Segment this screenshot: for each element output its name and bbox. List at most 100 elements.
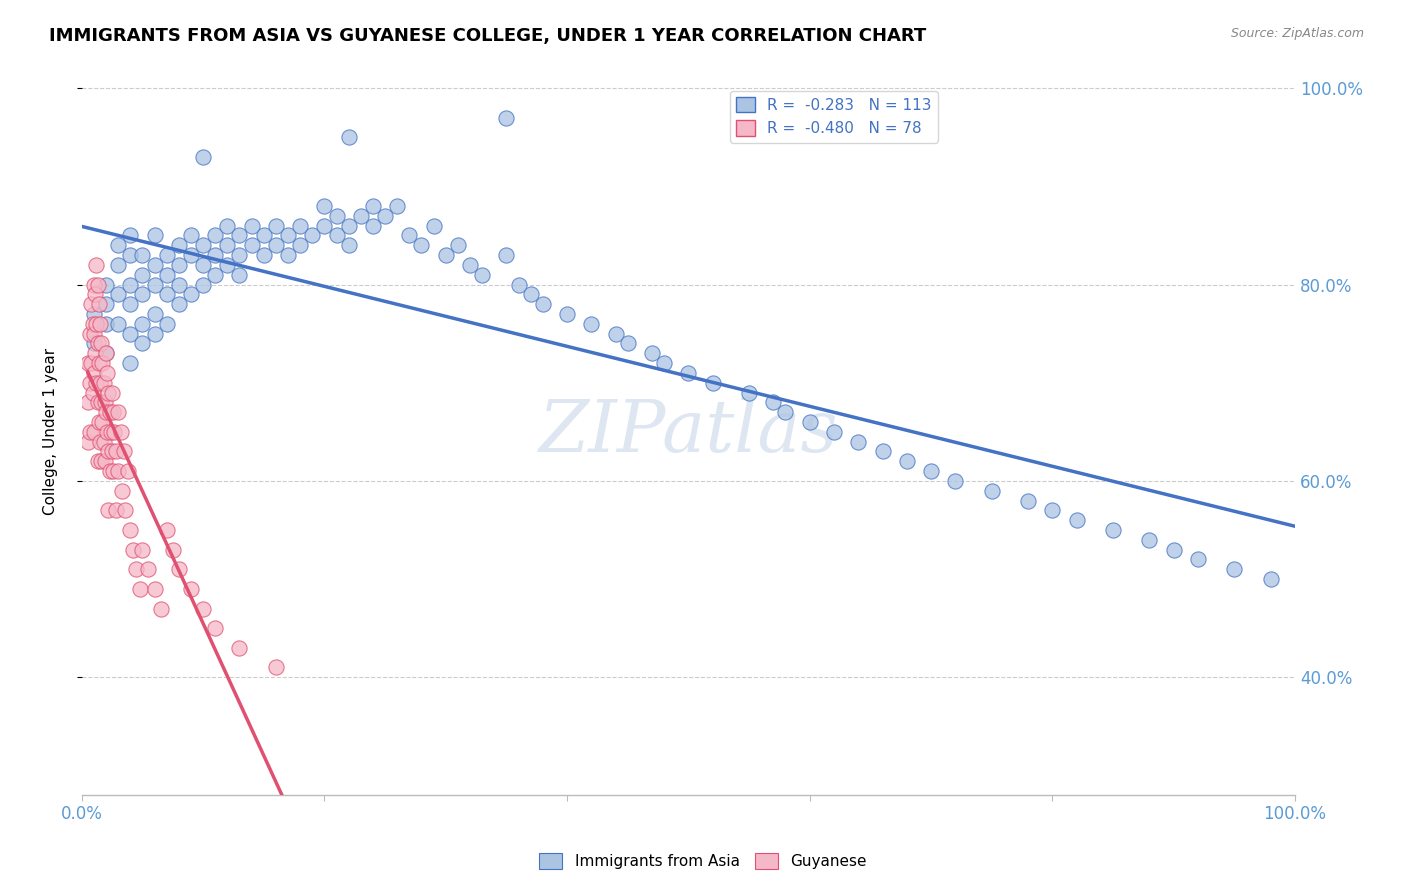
Point	[111, 483, 134, 498]
Legend: R =  -0.283   N = 113, R =  -0.480   N = 78: R = -0.283 N = 113, R = -0.480 N = 78	[730, 91, 938, 143]
Point	[131, 317, 153, 331]
Legend: Immigrants from Asia, Guyanese: Immigrants from Asia, Guyanese	[533, 847, 873, 875]
Point	[920, 464, 942, 478]
Point	[103, 405, 125, 419]
Point	[156, 287, 179, 301]
Point	[264, 660, 287, 674]
Point	[112, 444, 135, 458]
Point	[314, 219, 336, 233]
Point	[107, 464, 129, 478]
Point	[84, 258, 107, 272]
Point	[79, 425, 101, 439]
Point	[605, 326, 627, 341]
Point	[228, 248, 250, 262]
Point	[131, 287, 153, 301]
Point	[180, 287, 202, 301]
Point	[94, 454, 117, 468]
Point	[76, 356, 98, 370]
Point	[143, 307, 166, 321]
Point	[228, 268, 250, 282]
Point	[253, 248, 276, 262]
Point	[84, 376, 107, 390]
Point	[1260, 572, 1282, 586]
Point	[775, 405, 797, 419]
Point	[1187, 552, 1209, 566]
Point	[156, 523, 179, 537]
Point	[100, 425, 122, 439]
Point	[76, 395, 98, 409]
Text: Source: ZipAtlas.com: Source: ZipAtlas.com	[1230, 27, 1364, 40]
Point	[180, 228, 202, 243]
Point	[337, 130, 360, 145]
Point	[103, 464, 125, 478]
Point	[980, 483, 1002, 498]
Point	[84, 287, 107, 301]
Point	[94, 317, 117, 331]
Point	[799, 415, 821, 429]
Point	[1040, 503, 1063, 517]
Point	[131, 268, 153, 282]
Point	[94, 277, 117, 292]
Point	[228, 228, 250, 243]
Point	[94, 346, 117, 360]
Point	[738, 385, 761, 400]
Point	[228, 640, 250, 655]
Point	[131, 248, 153, 262]
Point	[277, 248, 299, 262]
Point	[98, 464, 121, 478]
Point	[87, 297, 110, 311]
Point	[104, 503, 127, 517]
Point	[83, 366, 105, 380]
Point	[167, 562, 190, 576]
Point	[678, 366, 700, 380]
Point	[167, 238, 190, 252]
Point	[264, 238, 287, 252]
Point	[90, 336, 112, 351]
Point	[180, 582, 202, 596]
Point	[191, 277, 214, 292]
Point	[374, 209, 396, 223]
Point	[79, 326, 101, 341]
Point	[288, 219, 311, 233]
Point	[943, 474, 966, 488]
Point	[96, 366, 118, 380]
Point	[97, 385, 120, 400]
Point	[80, 297, 103, 311]
Point	[107, 258, 129, 272]
Point	[91, 415, 114, 429]
Point	[101, 385, 124, 400]
Point	[204, 268, 226, 282]
Point	[204, 228, 226, 243]
Point	[385, 199, 408, 213]
Point	[191, 601, 214, 615]
Point	[471, 268, 494, 282]
Point	[120, 523, 142, 537]
Point	[80, 356, 103, 370]
Point	[83, 277, 105, 292]
Point	[79, 376, 101, 390]
Point	[143, 258, 166, 272]
Point	[702, 376, 724, 390]
Point	[103, 425, 125, 439]
Point	[301, 228, 323, 243]
Point	[125, 562, 148, 576]
Point	[217, 258, 239, 272]
Point	[120, 326, 142, 341]
Point	[217, 219, 239, 233]
Point	[107, 405, 129, 419]
Point	[107, 238, 129, 252]
Point	[1139, 533, 1161, 547]
Point	[264, 219, 287, 233]
Point	[458, 258, 481, 272]
Point	[98, 405, 121, 419]
Point	[191, 238, 214, 252]
Point	[76, 434, 98, 449]
Point	[94, 395, 117, 409]
Point	[217, 238, 239, 252]
Point	[120, 277, 142, 292]
Point	[94, 346, 117, 360]
Point	[1163, 542, 1185, 557]
Point	[143, 228, 166, 243]
Point	[94, 297, 117, 311]
Point	[82, 385, 104, 400]
